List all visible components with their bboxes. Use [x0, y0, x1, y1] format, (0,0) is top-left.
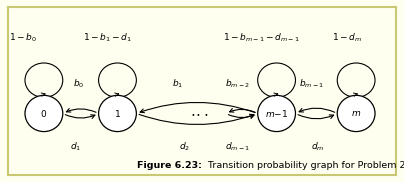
Text: $1$: $1$ [114, 108, 121, 119]
Text: $b_{m-2}$: $b_{m-2}$ [225, 78, 250, 90]
Text: $1-b_1-d_1$: $1-b_1-d_1$ [83, 32, 132, 44]
Text: $m{-}1$: $m{-}1$ [265, 108, 288, 119]
Text: $1-b_0$: $1-b_0$ [9, 32, 37, 44]
Text: Figure 6.23:: Figure 6.23: [137, 161, 202, 170]
Ellipse shape [99, 95, 137, 132]
Text: $d_{m-1}$: $d_{m-1}$ [225, 141, 250, 153]
Text: $0$: $0$ [40, 108, 47, 119]
Text: $b_1$: $b_1$ [172, 78, 183, 90]
Text: $1-d_m$: $1-d_m$ [332, 32, 362, 44]
Text: Transition probability graph for Problem 21.: Transition probability graph for Problem… [202, 161, 404, 170]
Text: $m$: $m$ [351, 109, 361, 118]
Text: $1-b_{m-1}-d_{m-1}$: $1-b_{m-1}-d_{m-1}$ [223, 32, 300, 44]
Ellipse shape [25, 95, 63, 132]
Text: $b_0$: $b_0$ [73, 78, 84, 90]
Text: $d_2$: $d_2$ [179, 141, 190, 153]
Ellipse shape [258, 95, 295, 132]
Ellipse shape [337, 95, 375, 132]
Text: $\cdot\!\cdot\!\cdot$: $\cdot\!\cdot\!\cdot$ [190, 106, 209, 121]
Text: $d_1$: $d_1$ [69, 141, 81, 153]
Text: $d_m$: $d_m$ [311, 141, 324, 153]
Text: $b_{m-1}$: $b_{m-1}$ [299, 78, 324, 90]
